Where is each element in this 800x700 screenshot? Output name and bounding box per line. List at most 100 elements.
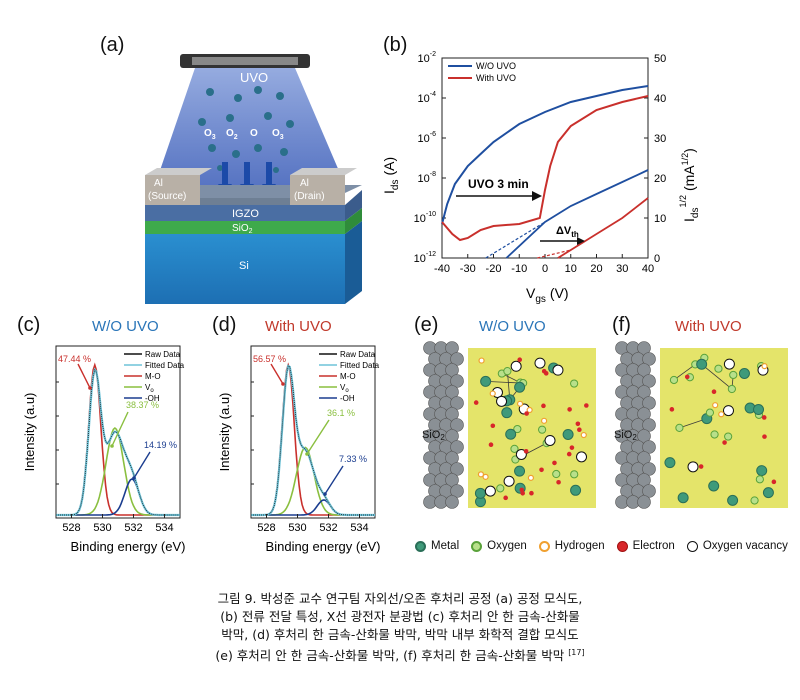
svg-text:O3: O3 — [272, 128, 284, 141]
svg-text:SiO2: SiO2 — [422, 429, 445, 442]
sqrt-curve-1 — [557, 197, 649, 259]
electron — [566, 451, 572, 457]
svg-text:(Source): (Source) — [148, 191, 186, 202]
x-tick-label: -40 — [434, 263, 450, 275]
bond-network — [664, 353, 774, 506]
electron — [577, 427, 582, 433]
panel-a-schematic: UVO O3 O2 O O3 Al (Source) Al (Drain) IG… — [145, 54, 362, 304]
hydrogen — [482, 473, 489, 480]
x-tick-label: 528 — [62, 522, 80, 534]
y-left-tick-label: 10-12 — [414, 251, 436, 265]
ylabel: Intensity (a.u) — [217, 393, 232, 472]
component-curve-0 — [251, 362, 375, 516]
panel-e-title: W/O UVO — [479, 318, 546, 335]
y-right-tick-label: 20 — [654, 173, 666, 185]
percent-label-0: 56.57 % — [253, 354, 286, 364]
panel-d-letter: (d) — [212, 314, 237, 336]
y-right-tick-label: 30 — [654, 133, 666, 145]
electron — [503, 495, 508, 501]
electron — [575, 421, 581, 427]
oxygen-vacancy — [534, 357, 546, 369]
percent-arrow-2 — [324, 465, 344, 495]
electron — [523, 449, 529, 454]
hydrogen — [527, 474, 535, 481]
panel-f-letter: (f) — [612, 314, 631, 336]
oxygen-vacancy — [503, 475, 515, 487]
ylabel-right: Ids1/2(mA1/2) — [678, 148, 701, 222]
oxygen-vacancy — [687, 461, 699, 473]
electron — [684, 374, 690, 380]
oxygen-vacancy — [515, 448, 527, 460]
svg-text:SiO2: SiO2 — [614, 429, 637, 442]
arrow-head-1 — [305, 452, 309, 456]
legend-with-uvo: With UVO — [476, 73, 516, 83]
x-tick-label: 40 — [642, 263, 654, 275]
panel-c-title: W/O UVO — [92, 318, 159, 335]
transfer-curve-chart: -40 -30 -20 -10 0 10 20 30 40 10-12 10-10 10-8 10-6 1… — [381, 51, 701, 304]
electron — [771, 479, 777, 485]
log-curve-1 — [441, 95, 649, 242]
legend-metal: Metal — [415, 540, 459, 552]
x-tick-label: 532 — [319, 522, 337, 534]
igzo-layer — [145, 205, 345, 221]
xlabel: Binding energy (eV) — [71, 539, 186, 554]
hydrogen — [712, 402, 719, 409]
x-tick-label: 10 — [565, 263, 577, 275]
arrow-head-2 — [132, 476, 136, 480]
electron — [762, 434, 767, 439]
hydrogen — [718, 411, 725, 418]
percent-arrow-1 — [306, 419, 330, 455]
percent-label-1: 36.1 % — [327, 408, 355, 418]
x-tick-label: -10 — [511, 263, 527, 275]
svg-text:Al: Al — [300, 178, 309, 189]
hydrogen — [477, 471, 485, 478]
legend-oxygen-vacancy: Oxygen vacancy — [686, 540, 788, 552]
svg-text:Al: Al — [154, 178, 163, 189]
sio2-column — [615, 341, 656, 509]
panel-b-letter: (b) — [383, 34, 408, 56]
percent-label-0: 47.44 % — [58, 354, 91, 364]
x-tick-label: -20 — [486, 263, 502, 275]
oxygen-vacancy — [484, 485, 496, 497]
electron — [517, 357, 523, 363]
hydrogen — [489, 390, 496, 397]
xps-with-uvo-chart: 528 530 532 534 Binding energy (eV) Intensity… — [217, 345, 381, 554]
y-right-tick-label: 0 — [654, 253, 660, 265]
arrow-head-1 — [110, 444, 114, 448]
component-curve-2 — [56, 478, 180, 516]
panel-a-letter: (a) — [100, 34, 125, 56]
extrapolation-0 — [485, 221, 546, 259]
xlabel: Vgs (V) — [526, 285, 569, 304]
legend-wo-uvo: W/O UVO — [476, 61, 516, 71]
x-tick-label: 30 — [616, 263, 628, 275]
electron — [669, 407, 675, 412]
oxygen-vacancy — [544, 434, 556, 446]
legend-label: Vo — [340, 383, 349, 394]
oxygen-vacancy — [722, 405, 734, 417]
fitted-curve — [251, 364, 375, 517]
x-tick-label: 530 — [93, 522, 111, 534]
percent-label-2: 14.19 % — [144, 440, 177, 450]
species-labels: O3 O2 O O3 — [204, 128, 284, 141]
log-curve-0 — [441, 85, 649, 225]
svg-text:Si: Si — [239, 260, 249, 272]
figure-caption: 그림 9. 박성준 교수 연구팀 자외선/오존 후처리 공정 (a) 공정 모식… — [215, 591, 585, 664]
uvo-label: UVO — [240, 70, 268, 85]
oxide-film — [468, 348, 596, 508]
svg-text:IGZO: IGZO — [232, 208, 259, 220]
electron — [698, 464, 704, 469]
electron — [541, 403, 546, 409]
hydrogen — [580, 431, 587, 439]
svg-text:O3: O3 — [204, 128, 216, 141]
xlabel: Binding energy (eV) — [266, 539, 381, 554]
raw-curve — [251, 365, 375, 516]
sqrt-curve-0 — [505, 169, 649, 259]
uvo-3min-annotation: UVO 3 min — [468, 177, 529, 191]
oxygen-vacancy — [723, 358, 735, 370]
y-right-tick-label: 50 — [654, 53, 666, 65]
x-tick-label: 530 — [288, 522, 306, 534]
y-left-tick-label: 10-6 — [418, 131, 437, 145]
electron — [761, 415, 767, 420]
electron — [543, 371, 549, 376]
legend-label: -OH — [145, 394, 160, 403]
